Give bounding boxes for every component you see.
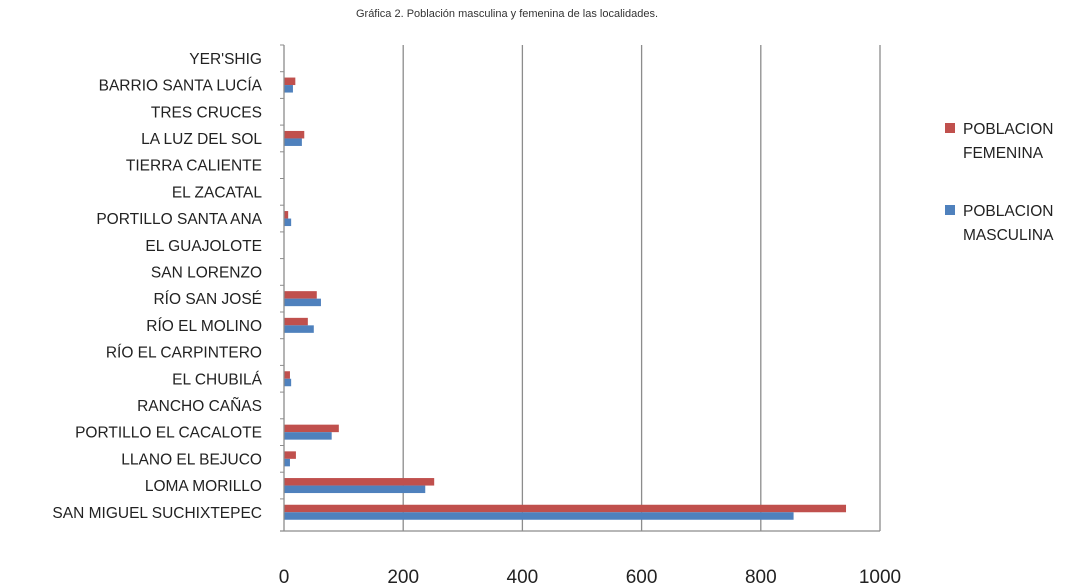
bar-poblacion-femenina <box>284 291 317 299</box>
bar-poblacion-masculina <box>284 85 293 93</box>
category-label: LA LUZ DEL SOL <box>141 131 262 148</box>
category-label: YER'SHIG <box>189 51 262 68</box>
legend-label: POBLACION <box>963 203 1053 220</box>
legend-swatch <box>945 123 955 133</box>
gridlines <box>402 45 881 531</box>
category-label: TIERRA CALIENTE <box>126 158 262 175</box>
category-label: PORTILLO SANTA ANA <box>96 211 262 228</box>
bar-poblacion-femenina <box>284 371 290 379</box>
category-label: RÍO SAN JOSÉ <box>153 291 262 308</box>
bar-poblacion-masculina <box>284 458 290 467</box>
category-label: SAN MIGUEL SUCHIXTEPEC <box>52 505 262 522</box>
bar-poblacion-femenina <box>284 317 308 326</box>
legend-swatch <box>945 205 955 215</box>
legend-label: MASCULINA <box>963 227 1054 244</box>
bar-poblacion-femenina <box>284 211 289 219</box>
category-label: EL ZACATAL <box>172 184 263 201</box>
category-label: PORTILLO EL CACALOTE <box>75 425 262 442</box>
bar-poblacion-masculina <box>284 378 292 387</box>
bar-poblacion-femenina <box>284 77 296 86</box>
x-tick-labels: 0 200 400 600 800 1000 <box>279 567 901 585</box>
x-tick-label: 600 <box>626 567 658 585</box>
bar-poblacion-femenina <box>284 478 435 486</box>
axes <box>280 44 880 532</box>
category-label: TRES CRUCES <box>151 104 262 121</box>
legend-item-masculina: POBLACION MASCULINA <box>945 203 1054 244</box>
bars <box>284 77 847 520</box>
category-label: BARRIO SANTA LUCÍA <box>99 78 263 95</box>
bar-poblacion-femenina <box>284 504 847 513</box>
category-label: EL GUAJOLOTE <box>145 238 262 255</box>
category-label: LLANO EL BEJUCO <box>121 451 262 468</box>
legend-label: POBLACION <box>963 121 1053 138</box>
legend-label: FEMENINA <box>963 145 1044 162</box>
category-label: RÍO EL MOLINO <box>146 318 262 335</box>
bar-poblacion-femenina <box>284 451 296 459</box>
bar-poblacion-masculina <box>284 138 302 146</box>
category-labels: YER'SHIG BARRIO SANTA LUCÍA TRES CRUCES LA … <box>52 51 262 522</box>
bar-poblacion-masculina <box>284 512 794 520</box>
chart-title: Gráfica 2. Población masculina y femenin… <box>356 8 658 20</box>
x-tick-label: 1000 <box>859 567 901 585</box>
category-label: SAN LORENZO <box>151 264 262 281</box>
bar-poblacion-femenina <box>284 424 339 433</box>
legend-item-femenina: POBLACION FEMENINA <box>945 121 1053 162</box>
x-tick-label: 200 <box>387 567 419 585</box>
legend: POBLACION FEMENINA POBLACION MASCULINA <box>945 121 1054 244</box>
category-label: LOMA MORILLO <box>145 478 262 495</box>
bar-poblacion-masculina <box>284 485 426 494</box>
bar-poblacion-masculina <box>284 298 321 307</box>
category-label: RANCHO CAÑAS <box>137 398 262 415</box>
category-label: EL CHUBILÁ <box>172 371 263 388</box>
category-label: RÍO EL CARPINTERO <box>106 345 262 362</box>
bar-poblacion-masculina <box>284 432 332 440</box>
bar-poblacion-masculina <box>284 325 314 333</box>
bar-poblacion-femenina <box>284 130 305 139</box>
x-tick-label: 400 <box>507 567 539 585</box>
bar-poblacion-masculina <box>284 218 292 227</box>
x-tick-label: 800 <box>745 567 777 585</box>
x-tick-label: 0 <box>279 567 290 585</box>
